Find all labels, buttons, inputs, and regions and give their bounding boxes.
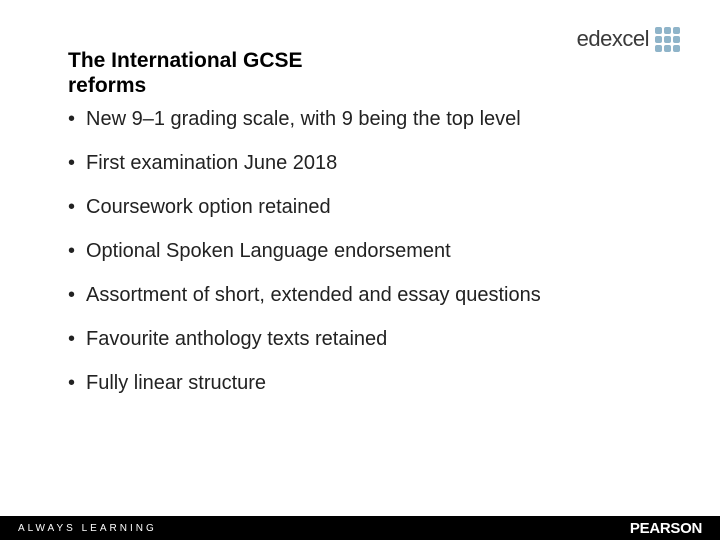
footer-bar: ALWAYS LEARNING PEARSON [0, 516, 720, 540]
bullet-item: Optional Spoken Language endorsement [68, 232, 658, 270]
bullet-item: New 9–1 grading scale, with 9 being the … [68, 100, 658, 138]
bullet-item: Fully linear structure [68, 364, 658, 402]
title-line-1: The International GCSE [68, 49, 303, 72]
pearson-logo: PEARSON [630, 520, 702, 537]
dot-icon [664, 27, 671, 34]
footer-tagline: ALWAYS LEARNING [18, 523, 157, 534]
dot-icon [655, 36, 662, 43]
dot-icon [664, 36, 671, 43]
title-line-2: reforms [68, 74, 146, 97]
bullet-item: Coursework option retained [68, 188, 658, 226]
slide-container: edexcel The International GCSE reforms N… [0, 0, 720, 540]
bullet-list: New 9–1 grading scale, with 9 being the … [68, 100, 658, 402]
dot-icon [655, 27, 662, 34]
bullet-item: First examination June 2018 [68, 144, 658, 182]
dot-icon [673, 27, 680, 34]
dot-icon [664, 45, 671, 52]
content-area: The International GCSE reforms New 9–1 g… [68, 48, 658, 408]
slide-title: The International GCSE reforms [68, 48, 658, 98]
dot-icon [673, 36, 680, 43]
edexcel-dots-icon [655, 27, 680, 52]
bullet-item: Favourite anthology texts retained [68, 320, 658, 358]
dot-icon [673, 45, 680, 52]
bullet-item: Assortment of short, extended and essay … [68, 276, 658, 314]
